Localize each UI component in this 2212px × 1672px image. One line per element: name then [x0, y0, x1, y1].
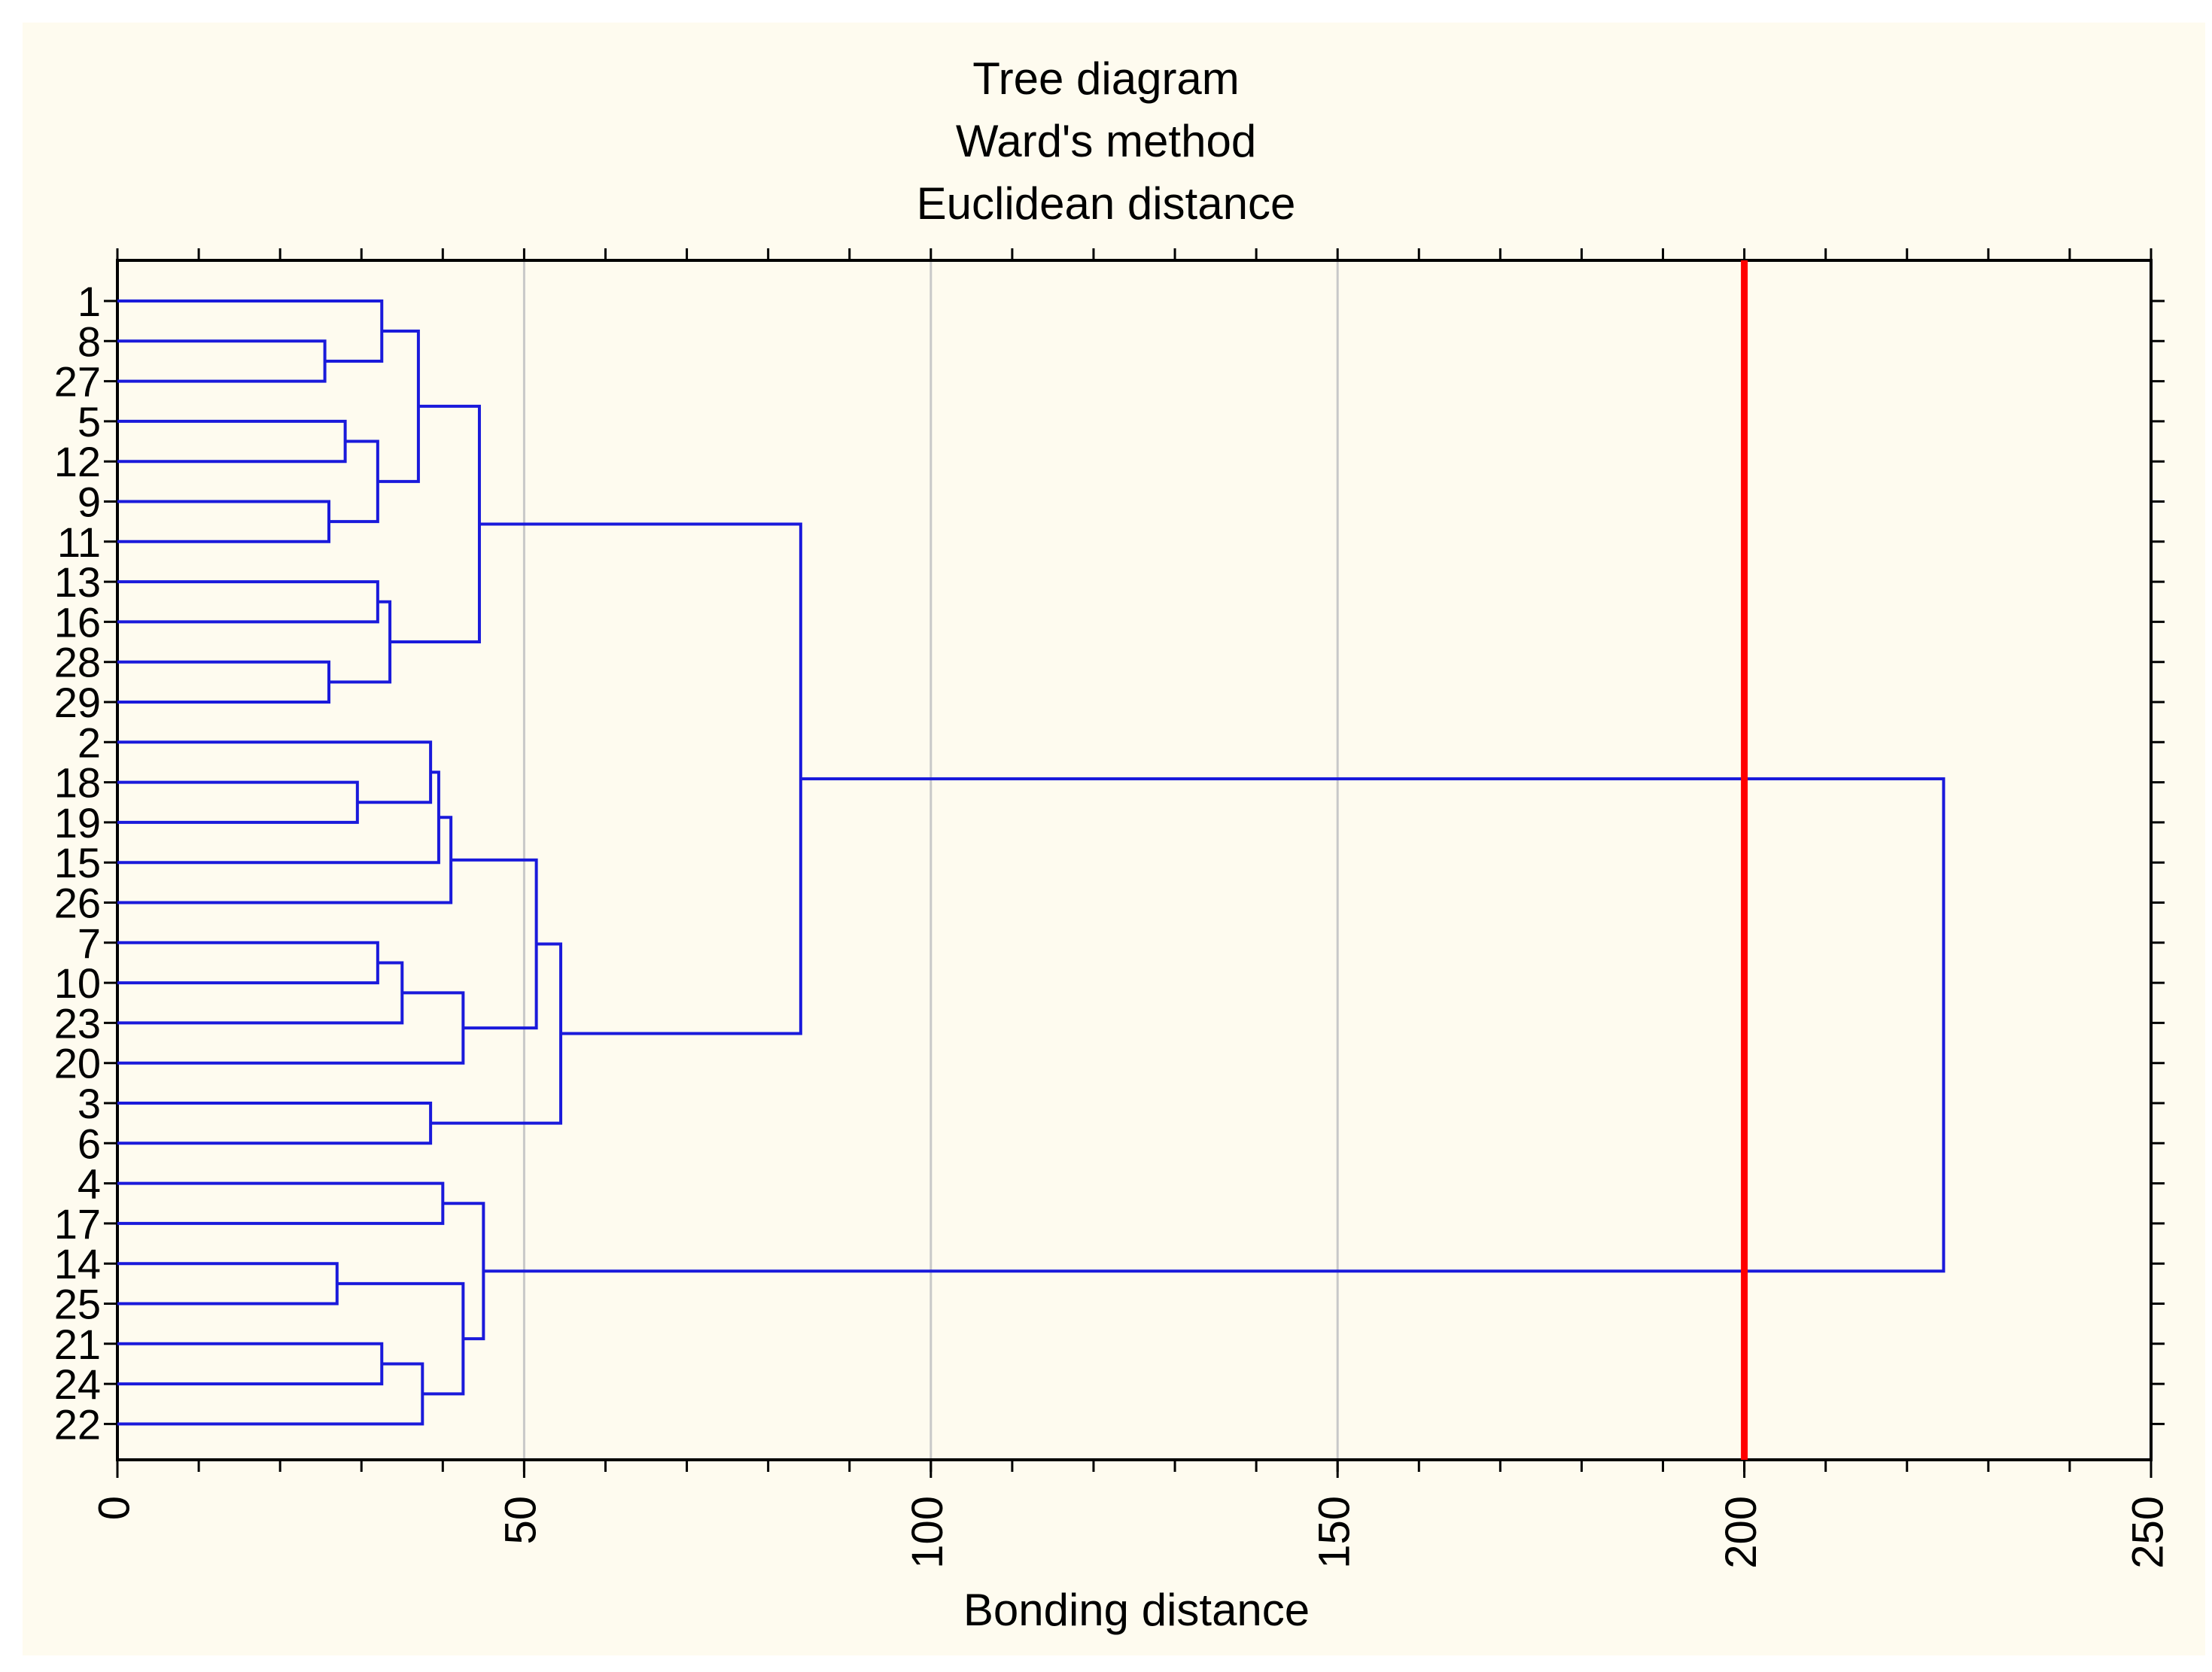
dendrogram-link [117, 419, 347, 464]
leaf-label: 25 [54, 1281, 101, 1328]
x-tick-label: 250 [2123, 1496, 2172, 1569]
leaf-label: 20 [54, 1040, 101, 1087]
leaf-label: 8 [78, 318, 101, 365]
dendrogram-link [336, 1281, 465, 1396]
dendrogram-link [117, 580, 379, 624]
dendrogram-link [117, 339, 327, 383]
dendrogram-link [117, 1342, 384, 1386]
dendrogram-link [117, 1362, 424, 1426]
leaf-label: 9 [78, 479, 101, 526]
dendrogram-link [117, 961, 404, 1025]
dendrogram-link [117, 299, 384, 363]
dendrogram-link [117, 941, 379, 985]
dendrogram-link [117, 1102, 433, 1145]
leaf-label: 17 [54, 1200, 101, 1248]
leaf-label: 12 [54, 438, 101, 485]
dendrogram-link [390, 404, 481, 644]
leaf-label: 7 [78, 920, 101, 967]
figure-background [23, 23, 2205, 1655]
leaf-label: 5 [78, 398, 101, 445]
leaf-label: 29 [54, 679, 101, 726]
leaf-label: 26 [54, 880, 101, 927]
leaf-label: 13 [54, 558, 101, 606]
dendrogram-link [329, 439, 379, 524]
leaf-label: 4 [78, 1160, 101, 1208]
leaf-label: 24 [54, 1360, 101, 1408]
leaf-label: 6 [78, 1120, 101, 1167]
leaf-label: 22 [54, 1400, 101, 1448]
x-tick-label: 100 [903, 1496, 952, 1569]
x-tick-label: 150 [1310, 1496, 1359, 1569]
leaf-label: 28 [54, 639, 101, 686]
chart-title-line-2: Ward's method [955, 116, 1257, 166]
x-tick-label: 50 [497, 1496, 546, 1545]
dendrogram-link [117, 1181, 445, 1225]
dendrogram-link [479, 522, 802, 1035]
leaf-label: 3 [78, 1080, 101, 1127]
leaf-label: 21 [54, 1321, 101, 1368]
leaf-label: 23 [54, 999, 101, 1047]
x-axis-label: Bonding distance [963, 1585, 1310, 1635]
dendrogram-link [117, 740, 433, 804]
chart-title-line-3: Euclidean distance [916, 178, 1296, 229]
dendrogram-link [483, 777, 1946, 1273]
leaf-label: 27 [54, 358, 101, 406]
dendrogram-link [329, 600, 392, 684]
leaf-label: 11 [57, 518, 101, 566]
dendrogram-link [117, 816, 453, 904]
leaf-label: 10 [54, 959, 101, 1007]
x-tick-label: 200 [1717, 1496, 1766, 1569]
leaf-label: 18 [54, 759, 101, 807]
leaf-label: 14 [54, 1240, 101, 1287]
dendrogram-link [117, 660, 331, 704]
dendrogram-link [117, 500, 331, 543]
leaf-label: 2 [78, 719, 101, 766]
dendrogram-link [117, 780, 359, 824]
leaf-label: 1 [78, 278, 101, 325]
leaf-label: 15 [54, 839, 101, 886]
chart-title-line-1: Tree diagram [972, 53, 1240, 104]
dendrogram-link [117, 771, 440, 865]
leaf-label: 19 [54, 799, 101, 847]
dendrogram-link [117, 1262, 339, 1306]
leaf-label: 16 [54, 598, 101, 646]
plot-frame [116, 259, 2153, 1461]
dendrogram-link [431, 942, 563, 1125]
dendrogram-link [377, 329, 420, 483]
dendrogram-link [117, 991, 465, 1065]
x-tick-label: 0 [90, 1496, 138, 1520]
